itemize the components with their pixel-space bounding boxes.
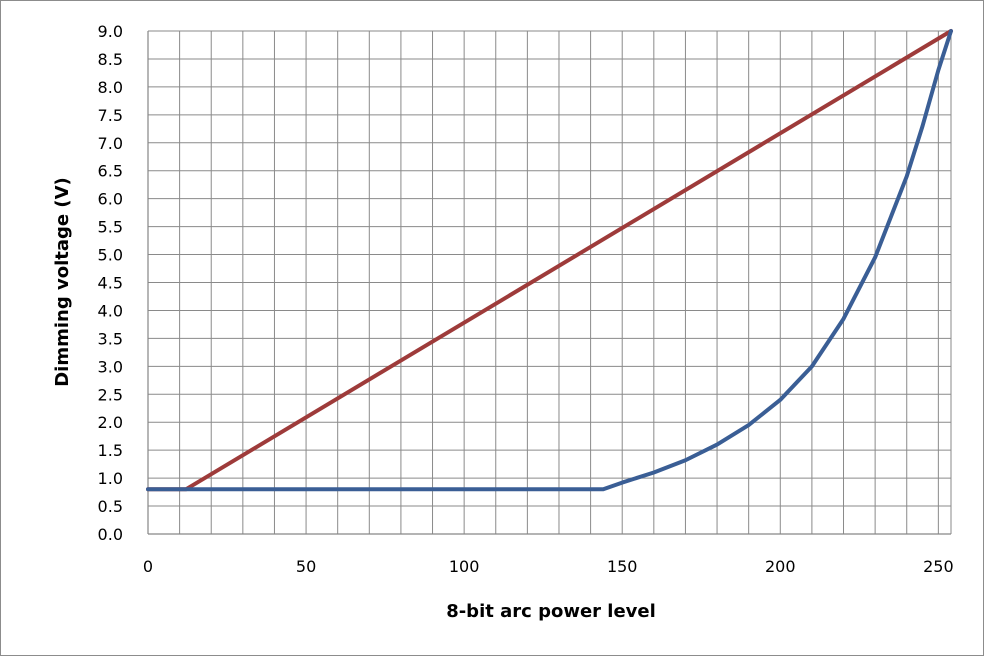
x-tick-labels: 0 50 100 150 200 250 (143, 557, 954, 576)
x-tick-label: 0 (143, 557, 153, 576)
y-axis-title: Dimming voltage (V) (52, 177, 73, 387)
y-tick-label: 5.0 (98, 246, 123, 265)
y-tick-label: 8.5 (98, 50, 123, 69)
y-tick-label: 9.0 (98, 22, 123, 41)
y-tick-label: 7.5 (98, 106, 123, 125)
y-tick-labels: 0.0 0.5 1.0 1.5 2.0 2.5 3.0 3.5 4.0 4.5 5.0 5.5 6.0 6… (98, 22, 123, 544)
series-line-1 (146, 29, 953, 492)
y-tick-label: 7.0 (98, 134, 123, 153)
y-tick-label: 3.0 (98, 357, 123, 376)
y-tick-label: 6.0 (98, 190, 123, 209)
y-tick-label: 4.5 (98, 274, 123, 293)
x-tick-label: 100 (449, 557, 480, 576)
x-tick-label: 200 (765, 557, 796, 576)
x-tick-label: 250 (923, 557, 954, 576)
y-tick-label: 1.0 (98, 469, 123, 488)
y-tick-label: 3.5 (98, 329, 123, 348)
y-tick-label: 4.0 (98, 301, 123, 320)
series-line-2 (146, 29, 953, 492)
x-tick-label: 50 (296, 557, 316, 576)
y-tick-label: 2.5 (98, 385, 123, 404)
y-tick-label: 0.0 (98, 525, 123, 544)
y-tick-label: 1.5 (98, 441, 123, 460)
y-tick-label: 0.5 (98, 497, 123, 516)
x-tick-label: 150 (607, 557, 638, 576)
y-tick-label: 8.0 (98, 78, 123, 97)
grid-lines (147, 30, 952, 535)
y-tick-label: 6.5 (98, 162, 123, 181)
x-axis-title: 8-bit arc power level (446, 601, 656, 622)
y-tick-label: 5.5 (98, 218, 123, 237)
y-tick-label: 2.0 (98, 413, 123, 432)
series-layer (146, 29, 953, 492)
